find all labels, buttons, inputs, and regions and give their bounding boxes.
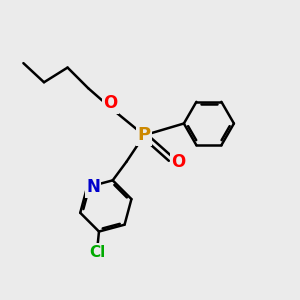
Text: Cl: Cl [89,245,106,260]
Text: P: P [137,126,151,144]
Text: O: O [103,94,117,112]
Text: N: N [86,178,100,196]
Text: O: O [171,153,185,171]
